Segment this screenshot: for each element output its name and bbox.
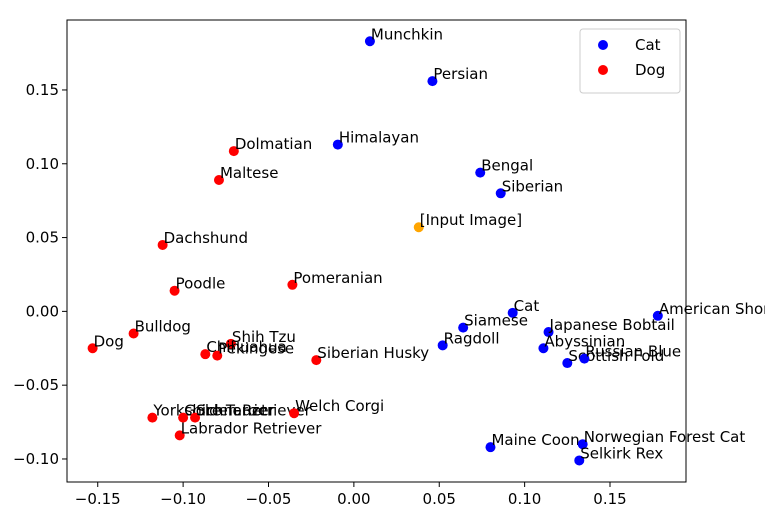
point [212, 350, 223, 361]
legend-marker [598, 40, 608, 50]
point [128, 328, 139, 339]
point-label: Maine Coon [491, 431, 579, 449]
point-label: Norwegian Forest Cat [584, 428, 746, 446]
point [87, 343, 98, 354]
point-label: Siberian [502, 177, 563, 195]
legend-label: Cat [635, 36, 661, 54]
point-label: Welch Corgi [295, 397, 384, 415]
point [427, 76, 438, 87]
point [577, 439, 588, 450]
point-label: American Shorthair [659, 300, 765, 318]
point-label: Dog [94, 332, 124, 350]
point [147, 412, 158, 423]
point-label: Shih Tzu [232, 328, 296, 346]
y-tick-label: −0.10 [13, 450, 59, 468]
x-tick-label: −0.05 [246, 490, 292, 508]
plot-frame [66, 19, 687, 483]
x-tick-label: 0.05 [423, 490, 456, 508]
point-label: Pekingese [218, 340, 294, 358]
point [543, 327, 554, 338]
point-label: Bulldog [135, 318, 191, 336]
point-label: Selkirk Rex [580, 444, 663, 462]
point-label: Munchkin [371, 25, 443, 43]
point [190, 412, 201, 423]
point-label: Scottish Fold [568, 347, 664, 365]
point [287, 279, 298, 290]
point-label: Golden Retriever [184, 402, 312, 420]
point [157, 239, 168, 250]
point-label: Abyssinian [544, 332, 625, 350]
point-label: Russian Blue [585, 343, 681, 361]
legend-label: Dog [635, 61, 665, 79]
point [538, 343, 549, 354]
point [289, 408, 300, 419]
point-label: Japanese Bobtail [549, 316, 675, 334]
point-label: Siamese [464, 312, 528, 330]
point [579, 353, 590, 364]
point-label: Dachshund [164, 229, 248, 247]
x-tick-label: 0.10 [508, 490, 541, 508]
y-tick-label: 0.15 [26, 81, 59, 99]
point [364, 36, 375, 47]
y-tick-label: 0.00 [26, 302, 59, 320]
point [495, 188, 506, 199]
y-tick-label: 0.05 [26, 229, 59, 247]
point [507, 307, 518, 318]
point [213, 175, 224, 186]
point-label: Bengal [481, 157, 533, 175]
point-label: Poodle [176, 275, 226, 293]
point-label: Ragdoll [444, 329, 500, 347]
point-label: Labrador Retriever [181, 419, 323, 437]
query-label: [Input Image] [420, 211, 522, 229]
point-label: Siberian Husky [317, 344, 429, 362]
point-label: Pomeranian [293, 269, 382, 287]
point [169, 285, 180, 296]
point-label: Maltese [220, 164, 278, 182]
x-tick-label: 0.00 [337, 490, 370, 508]
point-label: Persian [433, 65, 488, 83]
x-tick-label: −0.10 [160, 490, 206, 508]
point [174, 430, 185, 441]
point-label: Cat [514, 297, 540, 315]
point [475, 167, 486, 178]
point [458, 322, 469, 333]
x-tick-label: 0.15 [593, 490, 626, 508]
point-label: Dolmatian [235, 135, 312, 153]
point-label: Himalayan [339, 129, 419, 147]
point-label: Chihuahua [206, 338, 287, 356]
point-label: Schnauzer [196, 402, 276, 420]
point [652, 310, 663, 321]
query-point [413, 222, 424, 233]
legend-marker [598, 65, 608, 75]
point [437, 340, 448, 351]
point [485, 442, 496, 453]
point [562, 358, 573, 369]
y-tick-label: −0.05 [13, 376, 59, 394]
point [228, 146, 239, 157]
point [225, 338, 236, 349]
point [332, 139, 343, 150]
x-tick-label: −0.15 [75, 490, 121, 508]
y-tick-label: 0.10 [26, 155, 59, 173]
point [574, 455, 585, 466]
point [311, 355, 322, 366]
point [200, 349, 211, 360]
point [178, 412, 189, 423]
